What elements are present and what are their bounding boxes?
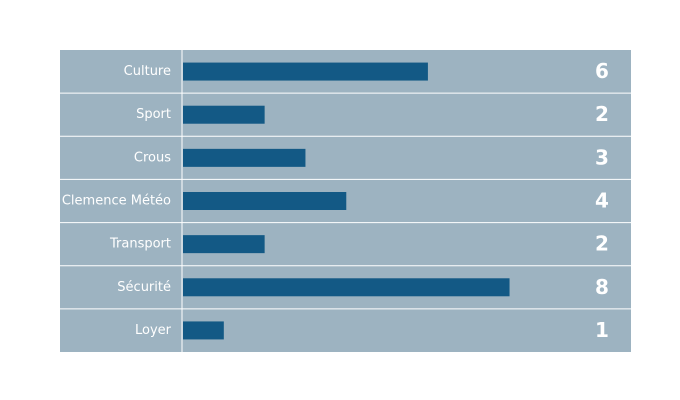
value-label: 2 xyxy=(595,102,609,126)
value-label: 2 xyxy=(595,232,609,256)
bar xyxy=(183,62,428,81)
bar xyxy=(183,278,510,297)
category-label: Sécurité xyxy=(117,280,171,295)
category-label: Sport xyxy=(136,107,171,122)
value-label: 8 xyxy=(595,275,609,299)
category-label: Transport xyxy=(109,237,171,252)
bar xyxy=(183,235,265,254)
category-label: Loyer xyxy=(135,323,172,338)
value-label: 1 xyxy=(595,318,609,342)
category-label: Crous xyxy=(134,150,171,165)
value-label: 3 xyxy=(595,145,609,169)
category-label: Culture xyxy=(124,64,171,79)
value-label: 6 xyxy=(595,59,609,83)
bar xyxy=(183,321,224,340)
bar xyxy=(183,192,347,210)
category-label: Clemence Météo xyxy=(62,194,171,209)
value-label: 4 xyxy=(595,189,609,213)
chart-rows: Culture 6 Sport 2 Crous 3 Clemence Météo 4 Trans… xyxy=(60,59,631,342)
bar xyxy=(183,148,306,167)
bar xyxy=(183,105,265,124)
